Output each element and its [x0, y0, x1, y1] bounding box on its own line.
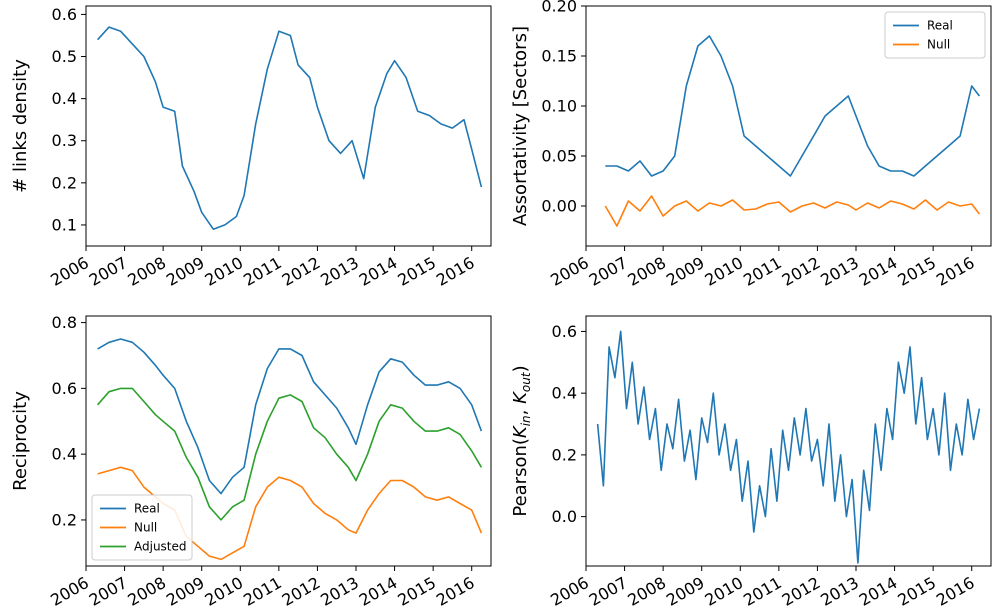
y-axis-label: Assortativity [Sectors]	[510, 26, 531, 226]
x-tick-label: 2015	[394, 253, 439, 290]
y-axis-label: # links density	[10, 59, 31, 193]
x-tick-label: 2016	[433, 253, 478, 290]
x-tick-label: 2015	[894, 253, 939, 290]
chart-panel-top-right: 2006200720082009201020112012201320142015…	[510, 0, 992, 290]
x-tick-label: 2006	[547, 573, 592, 610]
y-tick-label: 0.4	[52, 445, 77, 464]
x-tick-label: 2013	[317, 253, 362, 290]
x-tick-label: 2008	[624, 253, 669, 290]
y-tick-label: 0.6	[52, 379, 77, 398]
y-tick-label: 0.3	[52, 131, 77, 150]
x-tick-label: 2006	[47, 253, 92, 290]
legend-label-adjusted: Adjusted	[134, 540, 187, 554]
x-tick-label: 2016	[933, 573, 978, 610]
x-tick-label: 2010	[702, 573, 747, 610]
x-tick-label: 2014	[356, 253, 401, 290]
plot-frame	[85, 315, 492, 567]
y-tick-label: 0.2	[552, 445, 577, 464]
plot-frame	[85, 5, 492, 247]
legend-label-real: Real	[927, 19, 953, 33]
y-axis-label: Pearson(Kin, Kout)	[510, 365, 533, 516]
y-tick-label: 0.15	[541, 47, 577, 66]
x-tick-label: 2008	[124, 573, 169, 610]
legend-label-real: Real	[134, 502, 160, 516]
x-tick-label: 2012	[279, 253, 324, 290]
x-tick-label: 2010	[202, 573, 247, 610]
plot-frame	[585, 5, 992, 247]
series-line-main	[97, 26, 483, 230]
legend-label-null: Null	[134, 521, 157, 535]
legend-label-null: Null	[927, 38, 950, 52]
y-tick-label: 0.00	[541, 197, 577, 216]
x-tick-label: 2007	[86, 253, 131, 290]
y-tick-label: 0.05	[541, 147, 577, 166]
series-line-main	[596, 330, 981, 564]
series-line-real	[97, 338, 483, 495]
x-tick-label: 2007	[586, 573, 631, 610]
chart-panel-bottom-left: 2006200720082009201020112012201320142015…	[10, 313, 492, 610]
x-tick-label: 2016	[433, 573, 478, 610]
chart-panel-top-left: 2006200720082009201020112012201320142015…	[10, 5, 492, 290]
y-tick-label: 0.1	[52, 215, 77, 234]
x-tick-label: 2013	[817, 253, 862, 290]
x-tick-label: 2008	[624, 573, 669, 610]
x-tick-label: 2011	[740, 253, 785, 290]
y-axis-label: Reciprocity	[10, 391, 31, 491]
x-tick-label: 2011	[240, 253, 285, 290]
y-tick-label: 0.6	[552, 322, 577, 341]
y-tick-label: 0.0	[552, 507, 577, 526]
x-tick-label: 2016	[933, 253, 978, 290]
chart-panel-bottom-right: 2006200720082009201020112012201320142015…	[510, 315, 992, 610]
x-tick-label: 2015	[894, 573, 939, 610]
series-line-null	[604, 195, 981, 227]
x-tick-label: 2012	[279, 573, 324, 610]
x-tick-label: 2009	[163, 573, 208, 610]
series-line-adjusted	[96, 387, 483, 521]
y-tick-label: 0.4	[552, 384, 577, 403]
x-tick-label: 2010	[202, 253, 247, 290]
legend-box	[91, 494, 193, 561]
y-tick-label: 0.4	[52, 89, 77, 108]
x-tick-label: 2007	[86, 573, 131, 610]
x-tick-label: 2009	[663, 253, 708, 290]
legend-box	[884, 11, 986, 59]
y-tick-label: 0.2	[52, 173, 77, 192]
x-tick-label: 2006	[47, 573, 92, 610]
y-tick-label: 0.8	[52, 313, 77, 332]
x-tick-label: 2011	[740, 573, 785, 610]
y-tick-label: 0.5	[52, 47, 77, 66]
x-tick-label: 2010	[702, 253, 747, 290]
x-tick-label: 2011	[240, 573, 285, 610]
x-tick-label: 2014	[856, 253, 901, 290]
legend: Real Null	[884, 11, 986, 59]
x-tick-label: 2014	[856, 573, 901, 610]
x-tick-label: 2013	[317, 573, 362, 610]
x-tick-label: 2012	[779, 253, 824, 290]
series-line-real	[605, 35, 981, 177]
x-tick-label: 2008	[124, 253, 169, 290]
x-tick-label: 2014	[356, 573, 401, 610]
x-tick-label: 2006	[547, 253, 592, 290]
x-tick-label: 2012	[779, 573, 824, 610]
x-tick-label: 2007	[586, 253, 631, 290]
plot-frame	[585, 315, 992, 567]
y-tick-label: 0.6	[52, 5, 77, 24]
x-tick-label: 2009	[163, 253, 208, 290]
legend: Real Null Adjusted	[91, 494, 193, 561]
x-tick-label: 2015	[394, 573, 439, 610]
x-tick-label: 2013	[817, 573, 862, 610]
y-tick-label: 0.10	[541, 97, 577, 116]
y-tick-label: 0.2	[52, 510, 77, 529]
x-tick-label: 2009	[663, 573, 708, 610]
y-tick-label: 0.20	[541, 0, 577, 16]
